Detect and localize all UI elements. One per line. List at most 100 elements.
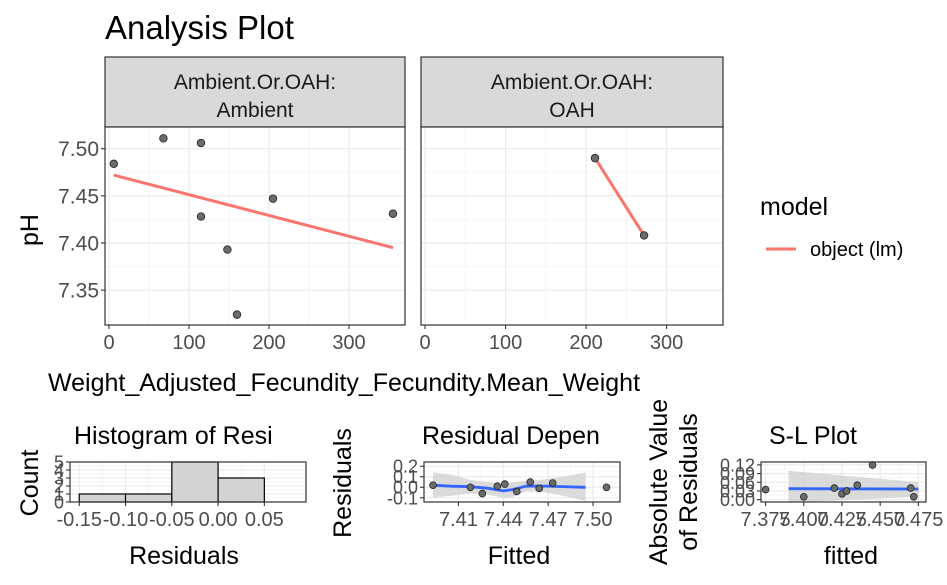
- sl-plot-x-tick-label: 7.450: [855, 509, 905, 531]
- residual-dependence-chart: Residual Depen 7.41 7.44 7.47 7.50 -0.10.00.…: [329, 422, 621, 570]
- panel-ambient-point: [232, 310, 242, 319]
- residual-dependence-x-axis-label: Fitted: [488, 542, 551, 570]
- residual-dependence-point: [548, 479, 557, 487]
- sl-plot-y-tick-label: 0.06: [720, 473, 755, 493]
- histogram-bar: [217, 477, 265, 503]
- panel-ambient-strip-line2: Ambient: [216, 99, 293, 122]
- legend-title: model: [760, 193, 828, 221]
- main-x-axis-label: Weight_Adjusted_Fecundity_Fecundity.Mean…: [48, 369, 640, 397]
- sl-plot-confidence-band: [788, 470, 919, 503]
- panel-ambient-point: [268, 194, 278, 203]
- main-y-tick-label: 7.50: [58, 138, 99, 161]
- panel-ambient-x-tick-label: 300: [332, 332, 365, 354]
- main-y-tick-label: 7.40: [58, 233, 99, 256]
- residual-dependence-point: [500, 480, 509, 488]
- panel-oah-background: [421, 127, 723, 325]
- sl-plot-y-axis-label-line2: of Residuals: [675, 413, 703, 551]
- sl-plot-y-tick-label: 0.00: [720, 490, 755, 510]
- panel-oah-strip-line2: OAH: [549, 99, 595, 122]
- panel-ambient-x-tick-label: 200: [252, 332, 285, 354]
- sl-plot-x-tick-label: 7.425: [817, 509, 867, 531]
- residual-dependence-point: [478, 489, 487, 498]
- sl-plot-x-axis-label: fitted: [824, 542, 878, 570]
- panel-oah-fit-line: [593, 157, 646, 237]
- sl-plot-y-tick-label: 0.09: [720, 464, 755, 484]
- panel-ambient-x-tick-label: 0: [103, 332, 114, 354]
- histogram-y-tick-label: 3: [54, 468, 64, 488]
- histogram-chart: Histogram of Resi -0.15 -0.10 -0.05 0.00 0.0…: [16, 422, 307, 570]
- sl-plot-y-tick-label: 0.03: [720, 481, 755, 501]
- panel-ambient-fit-line: [113, 173, 394, 250]
- panel-oah-strip-line1: Ambient.Or.OAH:: [491, 71, 653, 94]
- legend: model object (lm): [760, 193, 903, 261]
- histogram-x-tick-label: -0.15: [56, 509, 102, 531]
- sl-plot-point: [853, 481, 862, 489]
- panel-ambient-point: [388, 209, 398, 218]
- panel-ambient-background: [105, 127, 405, 325]
- main-title: Analysis Plot: [105, 9, 294, 46]
- histogram-title: Histogram of Resi: [74, 422, 273, 450]
- panel-ambient-strip: [104, 56, 406, 128]
- panel-ambient-point: [109, 159, 118, 168]
- panel-ambient-point: [223, 245, 232, 254]
- panel-ambient-strip-line1: Ambient.Or.OAH:: [174, 71, 336, 94]
- panel-oah-x-tick-label: 0: [419, 332, 430, 354]
- sl-plot-x-tick-label: 7.400: [779, 509, 829, 531]
- histogram-x-tick-label: -0.10: [103, 509, 149, 531]
- residual-dependence-plot-area: 7.41 7.44 7.47 7.50 -0.10.00.10.2: [387, 457, 621, 531]
- residual-dependence-point: [512, 487, 521, 496]
- residual-dependence-y-tick-label: 0.0: [393, 478, 418, 498]
- panel-ambient-x-tick-label: 100: [172, 332, 205, 354]
- panel-ambient: Ambient.Or.OAH: Ambient 0 100 200 300: [103, 56, 406, 354]
- main-y-axis: 7.35 7.40 7.45 7.50: [58, 138, 105, 303]
- panel-ambient-point: [196, 138, 206, 148]
- panel-oah: Ambient.Or.OAH: OAH 0 100 200 300: [419, 56, 724, 354]
- residual-dependence-border: [423, 461, 621, 503]
- panel-ambient-point: [196, 212, 206, 221]
- sl-plot-title: S-L Plot: [769, 422, 857, 450]
- histogram-y-tick-label: 4: [54, 460, 64, 480]
- residual-dependence-point: [466, 483, 475, 492]
- histogram-border: [69, 461, 307, 503]
- panel-oah-x-tick-label: 300: [650, 332, 683, 354]
- sl-plot-chart: S-L Plot 7.3757.4007.4257.4507.4750.000.…: [645, 399, 943, 570]
- residual-dependence-y-tick-label: 0.1: [393, 467, 418, 487]
- panel-oah-point: [639, 231, 649, 240]
- histogram-x-tick-label: 0.05: [245, 509, 284, 531]
- panel-oah-x-tick-label: 200: [569, 332, 602, 354]
- panel-ambient-point: [159, 134, 168, 143]
- main-y-tick-label: 7.45: [58, 185, 99, 208]
- panel-oah-border: [420, 126, 724, 326]
- residual-dependence-point: [429, 481, 437, 489]
- sl-plot-point: [830, 484, 839, 492]
- residual-dependence-title: Residual Depen: [422, 422, 600, 450]
- histogram-bar: [78, 493, 127, 503]
- histogram-bar: [171, 461, 219, 503]
- residual-dependence-x-tick-label: 7.47: [529, 509, 568, 531]
- histogram-y-tick-label: 5: [54, 452, 64, 472]
- legend-entry-label: object (lm): [810, 239, 903, 261]
- residual-dependence-y-tick-label: 0.2: [393, 457, 418, 477]
- panel-oah-point: [590, 153, 600, 163]
- sl-plot-point: [842, 487, 851, 495]
- residual-dependence-y-axis-label: Residuals: [329, 428, 357, 538]
- histogram-bar: [124, 493, 173, 503]
- histogram-x-tick-label: 0.00: [199, 509, 238, 531]
- sl-plot-y-tick-label: 0.12: [720, 455, 755, 475]
- sl-plot-point: [799, 492, 808, 501]
- residual-dependence-x-tick-label: 7.41: [439, 509, 478, 531]
- panel-ambient-border: [104, 126, 406, 326]
- histogram-x-tick-label: -0.05: [149, 509, 195, 531]
- sl-plot-x-tick-label: 7.375: [741, 509, 791, 531]
- panel-ambient-plot-area: 0 100 200 300: [103, 126, 406, 354]
- residual-dependence-y-tick-label: -0.1: [387, 488, 418, 508]
- main-y-axis-label: pH: [16, 214, 44, 246]
- residual-dependence-point: [535, 484, 544, 493]
- main-y-tick-label: 7.35: [58, 280, 99, 303]
- residual-dependence-x-tick-label: 7.50: [574, 509, 613, 531]
- sl-plot-point: [761, 485, 770, 494]
- sl-plot-x-tick-label: 7.475: [893, 509, 943, 531]
- sl-plot-y-axis-label-line1: Absolute Value: [645, 399, 673, 565]
